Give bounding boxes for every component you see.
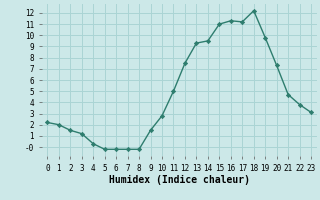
X-axis label: Humidex (Indice chaleur): Humidex (Indice chaleur) — [109, 175, 250, 185]
